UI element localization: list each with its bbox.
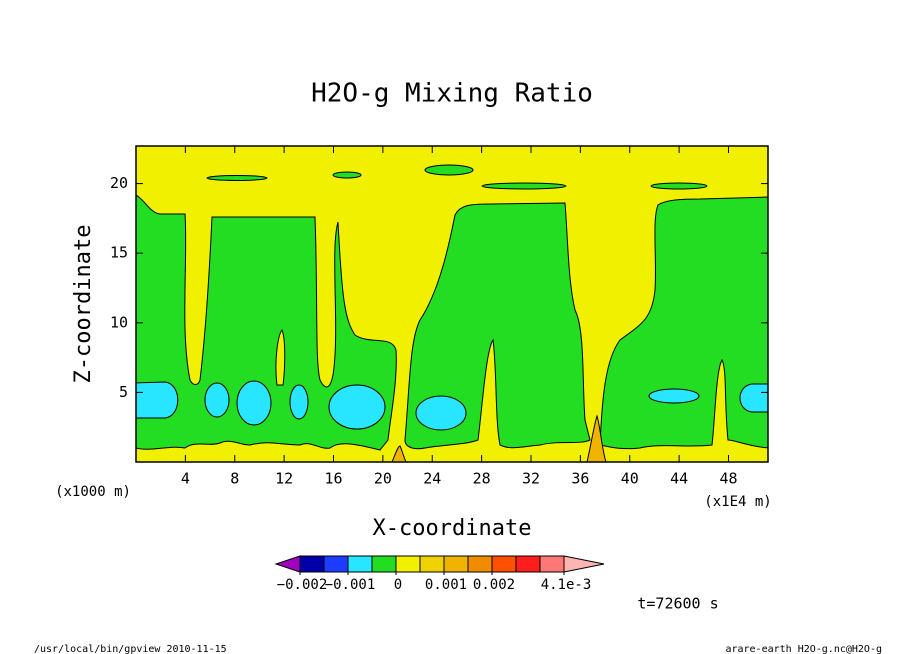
region: [415, 395, 467, 431]
y-tick-label: 15: [110, 244, 128, 262]
region: [328, 384, 386, 430]
region: [136, 194, 397, 451]
colorbar-under: [274, 555, 301, 573]
x-tick-label: 4: [181, 470, 190, 488]
x-tick-label: 36: [571, 470, 589, 488]
colorbar-box: [515, 555, 541, 573]
region: [136, 381, 179, 419]
colorbar-tick-label: −0.002: [277, 577, 328, 593]
contour-field: [136, 146, 768, 462]
colorbar-box: [371, 555, 397, 573]
colorbar-tick-label: 4.1e-3: [541, 577, 592, 593]
x-tick-label: 40: [621, 470, 639, 488]
plot-frame: [135, 145, 769, 463]
colorbar-over: [563, 555, 605, 573]
x-tick-label: 20: [374, 470, 392, 488]
x-tick-label: 16: [324, 470, 342, 488]
colorbar-tick-label: 0.002: [473, 577, 515, 593]
region: [648, 388, 700, 404]
region: [404, 202, 591, 450]
footer-left: /usr/local/bin/gpview 2010-11-15: [34, 644, 227, 654]
x-tick-label: 44: [670, 470, 688, 488]
y-unit: (x1000 m): [55, 484, 131, 500]
region: [739, 383, 768, 413]
x-tick-label: 48: [719, 470, 737, 488]
colorbar-box: [419, 555, 445, 573]
colorbar-box: [443, 555, 469, 573]
region: [332, 171, 362, 179]
region: [289, 384, 309, 420]
colorbar-box: [347, 555, 373, 573]
x-unit: (x1E4 m): [704, 494, 771, 510]
x-tick-label: 24: [423, 470, 441, 488]
region: [204, 382, 230, 418]
footer-right: arare-earth_H2O-g.nc@H2O-g: [725, 644, 882, 654]
x-axis-label: X-coordinate: [373, 516, 532, 541]
x-tick-label: 28: [473, 470, 491, 488]
x-tick-label: 32: [522, 470, 540, 488]
x-tick-label: 12: [275, 470, 293, 488]
y-tick-label: 10: [110, 313, 128, 331]
colorbar-box: [491, 555, 517, 573]
chart-title: H2O-g Mixing Ratio: [311, 79, 593, 109]
region: [481, 182, 567, 190]
colorbar-box: [467, 555, 493, 573]
colorbar-box: [395, 555, 421, 573]
colorbar-box: [299, 555, 325, 573]
colorbar-box: [539, 555, 565, 573]
region: [275, 329, 286, 386]
colorbar-tick-label: 0.001: [425, 577, 467, 593]
region: [236, 380, 272, 426]
colorbar-box: [323, 555, 349, 573]
time-label: t=72600 s: [637, 595, 718, 613]
colorbar-tick-label: −0.001: [325, 577, 376, 593]
region: [424, 164, 474, 176]
y-axis-label: Z-coordinate: [71, 225, 96, 384]
region: [650, 182, 708, 190]
region: [206, 175, 268, 181]
region: [391, 445, 407, 462]
region: [599, 196, 768, 450]
region: [586, 414, 607, 462]
x-tick-label: 8: [230, 470, 239, 488]
y-tick-label: 5: [119, 383, 128, 401]
y-tick-label: 20: [110, 174, 128, 192]
colorbar-tick-label: 0: [394, 577, 402, 593]
